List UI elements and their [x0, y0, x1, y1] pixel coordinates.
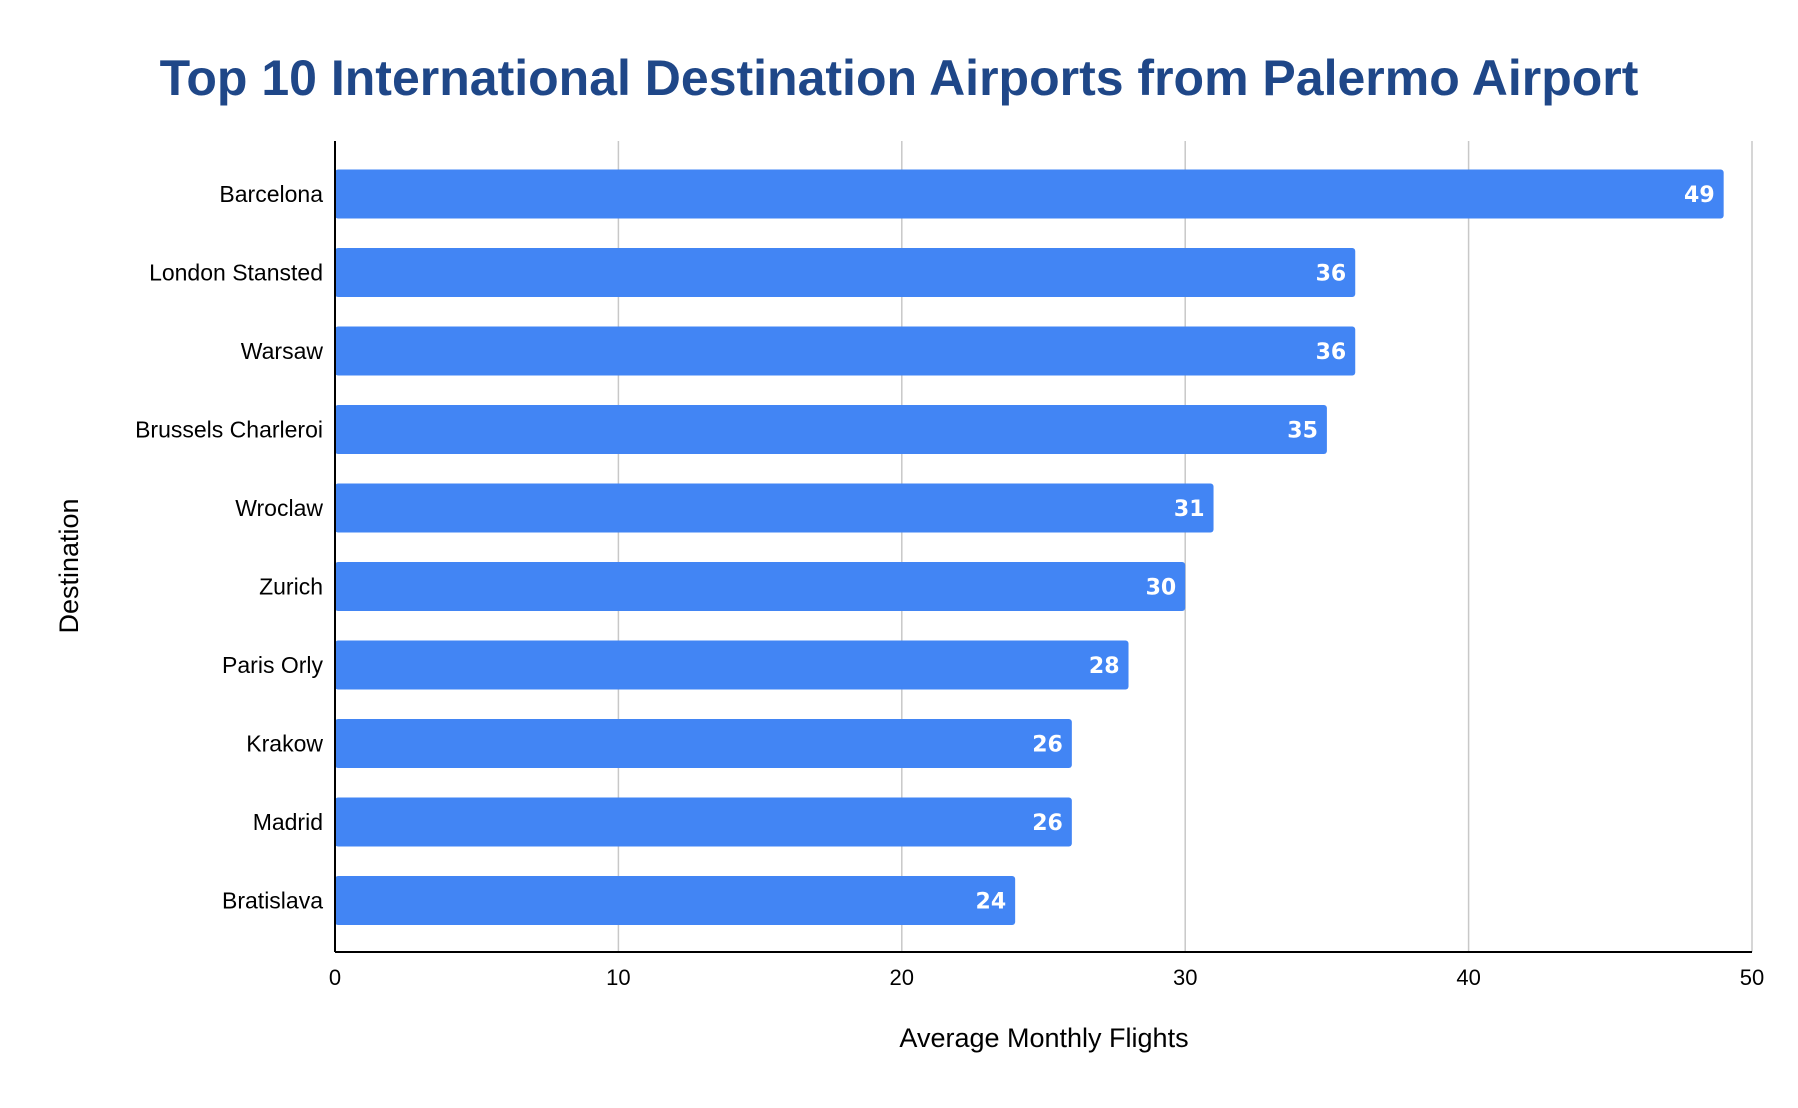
category-label-paris-orly: Paris Orly — [222, 652, 323, 678]
data-label-zurich: 30 — [1146, 576, 1177, 601]
x-tick-label-40: 40 — [1456, 965, 1480, 990]
data-label-bratislava: 24 — [976, 890, 1007, 915]
bar-zurich — [335, 562, 1186, 611]
category-label-wroclaw: Wroclaw — [235, 495, 323, 521]
x-tick-label-10: 10 — [606, 965, 630, 990]
bar-london-stansted — [335, 248, 1356, 297]
x-tick-label-20: 20 — [890, 965, 914, 990]
y-axis-title: Destination — [54, 498, 84, 633]
bar-madrid — [335, 797, 1072, 847]
category-label-warsaw: Warsaw — [241, 338, 324, 364]
category-label-zurich: Zurich — [259, 574, 323, 600]
bar-wroclaw — [335, 483, 1214, 533]
data-label-brussels-charleroi: 35 — [1287, 419, 1318, 444]
category-label-london-stansted: London Stansted — [149, 260, 323, 286]
bar-bratislava — [335, 876, 1016, 925]
x-tick-label-0: 0 — [329, 965, 341, 990]
labels: 0 10 20 30 40 50 Barcelona 49 London Stansted 36 W… — [135, 181, 1764, 990]
category-label-madrid: Madrid — [253, 809, 323, 835]
data-label-london-stansted: 36 — [1316, 262, 1347, 287]
bar-paris-orly — [335, 640, 1129, 690]
data-label-barcelona: 49 — [1684, 183, 1715, 208]
category-label-brussels-charleroi: Brussels Charleroi — [135, 417, 323, 443]
category-label-barcelona: Barcelona — [219, 181, 323, 207]
data-label-madrid: 26 — [1032, 811, 1063, 836]
bar-krakow — [335, 719, 1072, 768]
axes — [334, 141, 1752, 953]
bar-warsaw — [335, 326, 1356, 376]
data-label-wroclaw: 31 — [1174, 497, 1205, 522]
category-label-krakow: Krakow — [246, 731, 323, 757]
data-label-krakow: 26 — [1032, 733, 1063, 758]
x-tick-label-50: 50 — [1740, 965, 1764, 990]
bar-brussels-charleroi — [335, 405, 1327, 454]
chart-title: Top 10 International Destination Airport… — [160, 50, 1639, 106]
bar-barcelona — [335, 169, 1724, 219]
x-axis-title: Average Monthly Flights — [899, 1023, 1188, 1053]
x-tick-label-30: 30 — [1173, 965, 1197, 990]
bars — [335, 169, 1724, 925]
data-label-warsaw: 36 — [1316, 340, 1347, 365]
category-label-bratislava: Bratislava — [222, 888, 323, 914]
data-label-paris-orly: 28 — [1089, 654, 1120, 679]
